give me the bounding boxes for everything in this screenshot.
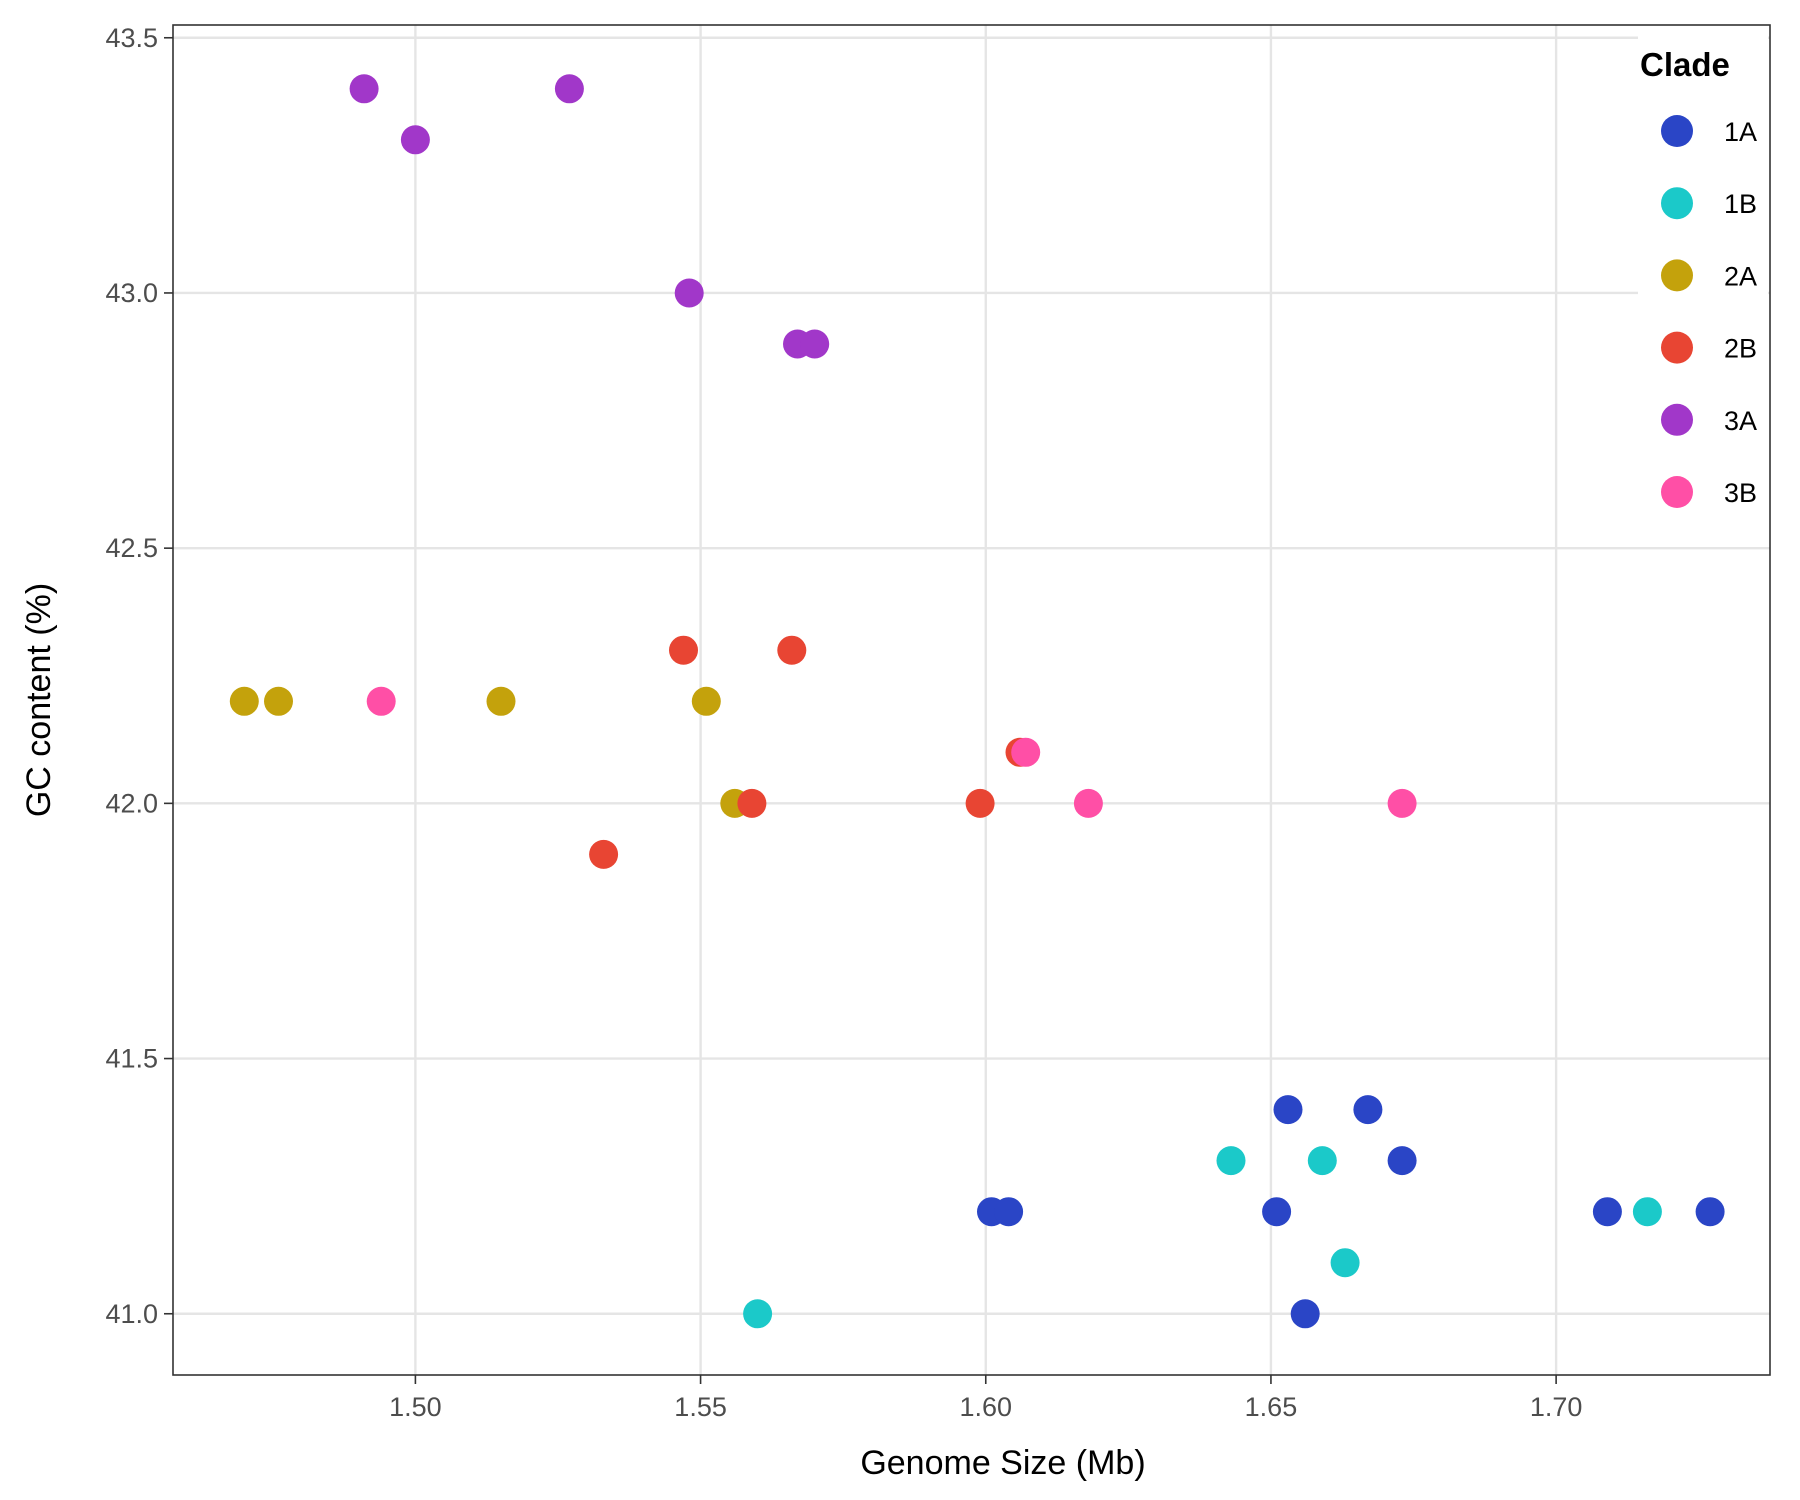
data-point [674,278,704,308]
data-point [229,686,259,716]
data-point [800,329,830,359]
data-point [691,686,721,716]
legend-item-3A: 3A [1661,403,1757,436]
legend-label: 1A [1724,117,1757,147]
data-point [1307,1146,1337,1176]
data-point [400,125,430,155]
data-point [1290,1299,1320,1329]
legend-title: Clade [1640,46,1730,83]
data-point [743,1299,773,1329]
y-tick-label: 41.0 [105,1299,158,1329]
y-axis-title: GC content (%) [20,583,58,817]
data-point [1387,788,1417,818]
legend-key [1661,476,1693,508]
y-tick-label: 43.0 [105,278,158,308]
legend: Clade 1A 1B 2A 2B 3A 3B [1640,46,1757,508]
series-2A [229,686,750,818]
x-tick-label: 1.65 [1245,1392,1298,1422]
data-point [737,788,767,818]
data-point [1695,1197,1725,1227]
legend-label: 3A [1724,406,1757,436]
legend-key [1661,115,1693,147]
plot-panel [172,24,1771,1376]
data-point [669,635,698,665]
data-point [1073,788,1103,818]
legend-key [1661,403,1693,436]
data-points [229,74,1725,1329]
data-point [1632,1197,1662,1227]
data-point [589,839,619,869]
series-2B [589,635,1035,869]
x-axis: 1.50 1.55 1.60 1.65 1.70 [389,1375,1582,1422]
data-point [1262,1197,1292,1227]
x-tick-label: 1.60 [959,1392,1012,1422]
data-point [1011,737,1041,767]
legend-label: 2A [1724,261,1757,291]
data-point [1216,1146,1246,1176]
data-point [1592,1197,1622,1227]
legend-background [1638,28,1768,528]
legend-key [1661,331,1693,364]
series-1B [743,1146,1662,1329]
legend-box [1638,28,1768,528]
y-tick-label: 43.5 [105,23,158,53]
data-point [1273,1095,1303,1125]
x-tick-label: 1.70 [1530,1392,1583,1422]
legend-item-1A: 1A [1661,115,1757,147]
legend-item-2A: 2A [1661,259,1757,292]
data-point [1387,1146,1417,1176]
series-3A [349,74,830,359]
y-tick-label: 41.5 [105,1044,158,1074]
legend-label: 1B [1724,189,1757,219]
y-tick-label: 42.0 [105,788,158,818]
y-tick-label: 42.5 [105,533,158,563]
data-point [777,635,807,665]
data-point [349,74,379,104]
x-axis-title: Genome Size (Mb) [860,1444,1145,1482]
data-point [554,74,584,104]
series-1A [977,1095,1725,1329]
data-point [994,1197,1024,1227]
legend-item-1B: 1B [1661,187,1757,220]
legend-item-3B: 3B [1661,476,1757,508]
legend-item-2B: 2B [1661,331,1757,364]
legend-label: 2B [1724,334,1757,364]
y-axis: 41.0 41.5 42.0 42.5 43.0 43.5 [105,23,173,1329]
x-tick-label: 1.55 [674,1392,727,1422]
data-point [1353,1095,1383,1125]
x-tick-label: 1.50 [389,1392,442,1422]
panel-border [172,24,1771,1376]
legend-key [1661,187,1693,220]
data-point [965,788,995,818]
data-point [264,686,293,716]
data-point [1330,1248,1360,1278]
legend-label: 3B [1724,478,1757,508]
legend-key [1661,259,1693,292]
data-point [366,686,396,716]
data-point [486,686,516,716]
series-3B [366,686,1417,818]
panel-background [173,25,1770,1375]
